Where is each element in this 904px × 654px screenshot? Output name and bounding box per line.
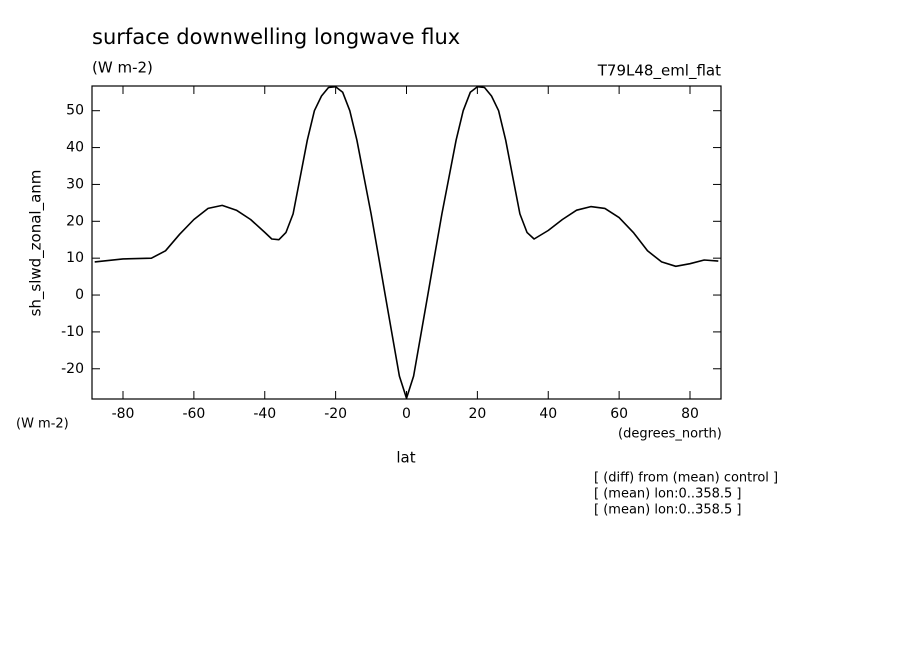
x-tick-label: 40: [539, 406, 557, 422]
x-units: (degrees_north): [618, 427, 722, 442]
x-tick-label: 20: [468, 406, 486, 422]
run-label: T79L48_eml_flat: [597, 62, 721, 81]
note: [ (mean) lon:0..358.5 ]: [594, 503, 742, 518]
x-tick-label: -40: [253, 406, 276, 422]
x-tick-label: 60: [610, 406, 628, 422]
y-tick-label: 30: [66, 176, 84, 192]
chart-subtitle: (W m-2): [92, 59, 153, 77]
x-tick-label: -80: [112, 406, 135, 422]
x-tick-label: -20: [324, 406, 347, 422]
y-tick-label: 50: [66, 103, 84, 119]
y-tick-label: -20: [61, 361, 84, 377]
data-line: [94, 85, 719, 400]
y-units: (W m-2): [16, 417, 69, 432]
y-tick-label: 10: [66, 250, 84, 266]
x-axis-label: lat: [396, 449, 415, 467]
x-tick-label: 0: [402, 406, 411, 422]
note: [ (mean) lon:0..358.5 ]: [594, 487, 742, 502]
y-axis-label: sh_slwd_zonal_anm: [27, 170, 46, 317]
y-tick-label: 40: [66, 140, 84, 156]
y-tick-label: 0: [75, 287, 84, 303]
y-tick-label: -10: [61, 324, 84, 340]
plot-frame: [91, 85, 722, 400]
y-tick-label: 20: [66, 213, 84, 229]
chart-title: surface downwelling longwave flux: [92, 25, 460, 49]
x-tick-label: -60: [182, 406, 205, 422]
note: [ (diff) from (mean) control ]: [594, 471, 778, 486]
x-tick-label: 80: [681, 406, 699, 422]
